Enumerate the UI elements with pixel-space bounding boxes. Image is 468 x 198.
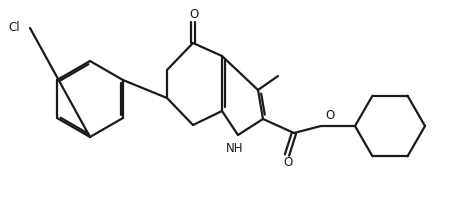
Text: NH: NH [226,142,244,155]
Text: O: O [284,156,292,169]
Text: Cl: Cl [8,21,20,33]
Text: O: O [325,109,334,122]
Text: O: O [190,8,198,21]
